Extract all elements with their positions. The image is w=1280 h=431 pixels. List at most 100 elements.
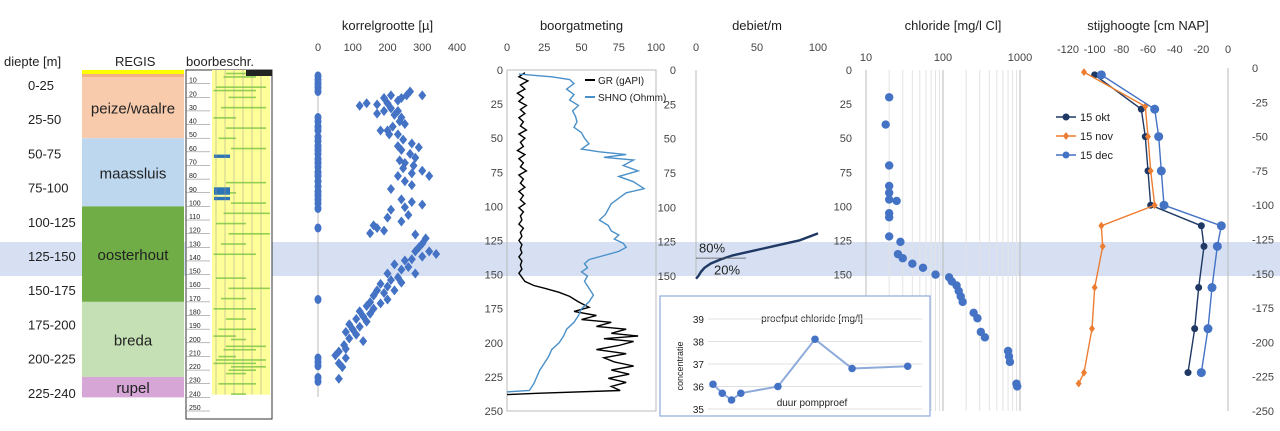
data-point — [314, 223, 322, 233]
boor-tick-label: 250 — [189, 405, 201, 412]
boor-tick-label: 210 — [189, 350, 201, 357]
data-point — [376, 278, 385, 289]
chart-stijghoogte: stijghoogte [cm NAP] -120 -100 -80 -60 -40 -20… — [1056, 18, 1274, 418]
data-point — [884, 213, 894, 222]
data-point — [386, 275, 395, 285]
data-point — [385, 129, 394, 140]
legend-label: 15 okt — [1080, 112, 1110, 124]
chart-boorgatmeting: boorgatmeting 0 25 50 75 100 0 25 50 75 100 125 150 1… — [485, 18, 667, 418]
x-tick-label: 400 — [448, 42, 466, 54]
data-point — [727, 396, 736, 404]
x-tick-label: 100 — [809, 42, 827, 54]
data-point — [1098, 221, 1105, 230]
boor-lithology-mark — [226, 181, 266, 184]
data-point — [1005, 357, 1015, 367]
data-point — [409, 160, 418, 171]
data-point — [341, 353, 350, 363]
data-point — [400, 202, 409, 213]
y-tick-label: 75 — [840, 167, 852, 179]
boor-lithology-mark — [218, 355, 236, 358]
y-tick-label: 125 — [834, 236, 852, 248]
inset-frame — [659, 295, 931, 417]
data-point — [1207, 283, 1217, 293]
data-point — [1081, 68, 1087, 77]
data-point — [1203, 324, 1213, 334]
data-point — [892, 196, 901, 206]
data-point — [380, 288, 389, 298]
series-line — [1100, 74, 1223, 373]
depth-interval-column: 0-25 25-50 50-75 75-100 100-125 125-150 150-17… — [28, 78, 76, 401]
data-point — [1197, 222, 1205, 230]
series-line — [1094, 74, 1205, 373]
data-point — [362, 301, 371, 311]
data-point — [718, 389, 727, 398]
data-point — [411, 246, 420, 257]
data-point — [1156, 166, 1166, 176]
y-tick-label: -125 — [1252, 235, 1274, 247]
depth-interval-label: 0-25 — [28, 78, 54, 93]
data-point — [1096, 70, 1106, 80]
boor-lithology-mark — [226, 372, 246, 375]
data-point — [1081, 368, 1087, 377]
data-point — [345, 333, 354, 344]
y-tick-label: 150 — [485, 270, 503, 282]
x-tick-label: -20 — [1193, 44, 1209, 56]
y-tick-label: 36 — [693, 383, 705, 394]
boor-lithology-mark — [228, 287, 270, 290]
y-tick-label: 38 — [693, 338, 705, 349]
data-point — [388, 121, 397, 132]
data-point — [355, 321, 364, 332]
data-point — [383, 294, 392, 305]
data-point — [1145, 132, 1151, 141]
data-point — [373, 99, 382, 110]
y-tick-label: -225 — [1252, 372, 1274, 384]
x-tick-label: -100 — [1084, 44, 1106, 56]
y-tick-label: -250 — [1252, 406, 1274, 418]
data-point — [1195, 284, 1203, 292]
data-point — [811, 335, 819, 344]
data-point — [1151, 201, 1158, 210]
regis-unit-label: oosterhout — [98, 247, 170, 264]
data-point — [383, 212, 392, 223]
boor-lithology-fill — [212, 70, 270, 395]
data-point — [1212, 241, 1222, 251]
boor-lithology-mark — [226, 127, 266, 129]
data-point — [884, 161, 894, 170]
data-point — [411, 229, 420, 240]
data-point — [331, 350, 340, 361]
boor-lithology-mark — [216, 86, 266, 88]
data-point — [383, 268, 392, 279]
y-tick-label: 0 — [497, 65, 503, 77]
data-point — [393, 129, 402, 140]
depth-interval-label: 225-240 — [28, 386, 76, 401]
y-tick-label: 50 — [491, 133, 503, 145]
data-point — [884, 232, 894, 241]
data-point — [958, 297, 967, 307]
chart-debiet: debiet/m 0 50 100 0 25 50 75 100 125 150 80% 20% — [658, 18, 828, 283]
data-point — [407, 180, 416, 191]
boor-lithology-mark — [231, 338, 246, 341]
data-point — [404, 262, 413, 272]
boor-tick-label: 190 — [189, 323, 201, 330]
regis-unit-block — [82, 206, 184, 302]
data-point — [314, 295, 322, 304]
data-point — [362, 98, 371, 109]
data-point — [386, 90, 395, 101]
boor-tick-label: 240 — [189, 391, 201, 398]
legend-label: GR (gAPI) — [598, 76, 644, 87]
data-point — [386, 204, 395, 215]
data-point — [432, 249, 441, 259]
boor-tick-label: 140 — [189, 255, 201, 262]
boor-lithology-mark — [223, 348, 256, 351]
data-point — [973, 314, 982, 323]
y-tick-label: 50 — [840, 133, 852, 145]
data-point — [884, 181, 894, 191]
annotation-label: 20% — [714, 263, 740, 278]
data-point — [362, 316, 371, 327]
y-tick-label: 35 — [693, 405, 705, 416]
data-point — [352, 314, 361, 324]
data-point — [884, 93, 894, 102]
y-tick-label: 175 — [485, 304, 503, 316]
boor-lithology-mark — [218, 328, 256, 331]
